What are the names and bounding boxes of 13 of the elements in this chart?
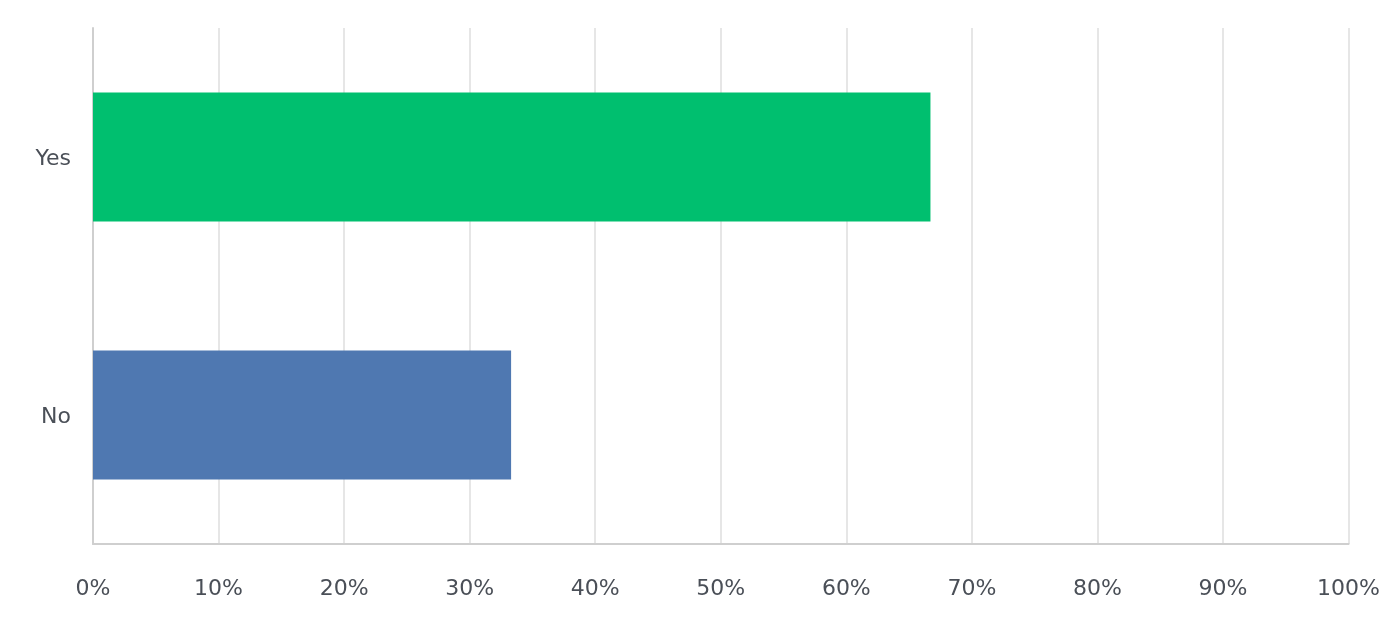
x-tick-label: 60% — [821, 574, 871, 600]
x-tick-label: 90% — [1198, 574, 1248, 600]
x-tick-label: 40% — [570, 574, 620, 600]
x-tick-label: 30% — [445, 574, 495, 600]
x-tick-label: 10% — [194, 574, 244, 600]
x-tick-label: 100% — [1317, 574, 1381, 600]
x-tick-label: 80% — [1072, 574, 1122, 600]
x-tick-label: 0% — [75, 574, 111, 600]
x-tick-label: 50% — [696, 574, 746, 600]
y-tick-label: Yes — [34, 144, 71, 170]
y-tick-label: No — [41, 402, 71, 428]
x-tick-label: 70% — [947, 574, 997, 600]
x-tick-label: 20% — [319, 574, 369, 600]
